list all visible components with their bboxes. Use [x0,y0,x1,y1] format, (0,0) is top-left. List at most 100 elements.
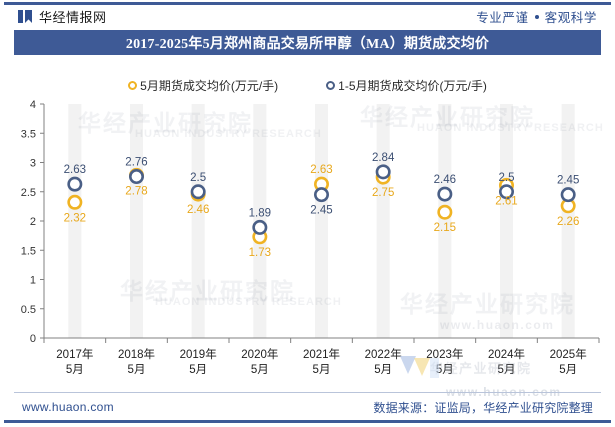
x-category-label: 2018年 [118,347,155,361]
data-point-marker [67,176,83,192]
data-point-label: 2.45 [310,205,332,217]
x-category-label: 5月 [66,364,84,376]
data-point[interactable] [560,187,576,203]
category-band [500,104,513,338]
data-point-label: 2.84 [372,152,395,164]
x-category-label: 2020年 [241,347,278,361]
data-point-label: 2.63 [310,164,332,176]
data-point-label: 2.75 [372,187,394,199]
data-point-marker [129,169,145,185]
legend-label-cumulative: 1-5月期货成交均价(万元/手) [338,78,487,93]
footer-divider [14,392,601,393]
x-category-label: 2023年 [426,347,463,361]
data-point-label: 2.45 [557,175,579,187]
legend-item-cumulative[interactable]: 1-5月期货成交均价(万元/手) [326,77,487,94]
y-tick-label: 1 [30,275,36,287]
x-category-label: 2017年 [56,347,93,361]
data-point-label: 2.61 [495,195,517,207]
data-point-marker [190,184,206,200]
data-point-label: 2.32 [64,212,86,224]
y-tick-label: 2.5 [21,187,36,199]
category-band [315,104,328,338]
bookmark-flag-icon [18,10,32,23]
top-divider-rule [4,2,611,5]
y-tick-label: 0 [30,333,36,345]
bullet-dot-icon [534,14,539,19]
x-category-label: 2022年 [365,347,402,361]
y-tick-label: 3 [30,158,36,170]
x-category-label: 2019年 [180,347,217,361]
y-tick-label: 0.5 [21,304,36,316]
tagline-right-text: 客观科学 [544,11,597,25]
x-category-label: 5月 [498,364,516,376]
y-tick-label: 4 [30,99,36,111]
data-point-label: 2.63 [64,164,86,176]
data-point[interactable] [129,169,145,185]
footer-website[interactable]: www.huaon.com [22,400,114,414]
data-point-marker [498,184,514,200]
data-point-label: 2.76 [125,157,147,169]
data-point-marker [437,186,453,202]
circle-outline-icon [326,80,336,90]
x-category-label: 5月 [374,364,392,376]
brand: 华经情报网 [18,7,107,26]
data-point-label: 2.78 [125,185,147,197]
data-point[interactable] [190,184,206,200]
data-point-label: 2.26 [557,216,579,228]
category-band [561,104,575,338]
data-point[interactable] [313,187,329,203]
data-point-marker [437,204,453,220]
chart-canvas: 0 0.5 1 1.5 2 2.5 3 3.5 4 2017年 5月 2018年 5月 2019年 5月 20… [21,99,600,376]
category-band [438,104,452,338]
page-title: 2017-2025年5月郑州商品交易所甲醇（MA）期货成交均价 [125,36,490,52]
data-point[interactable] [498,184,514,200]
y-tick-label: 2 [30,216,36,228]
data-point-marker [375,164,391,180]
chart-title-bar: 2017-2025年5月郑州商品交易所甲醇（MA）期货成交均价 [14,30,601,55]
page-header: 华经情报网 专业严谨 客观科学 [0,5,615,28]
x-category-label: 2025年 [550,347,587,361]
data-point[interactable] [437,186,453,202]
data-point-label: 2.5 [499,172,515,184]
x-category-label: 5月 [189,364,207,376]
legend-item-monthly[interactable]: 5月期货成交均价(万元/手) [128,77,278,94]
data-point-label: 2.15 [434,222,456,234]
x-category-label: 2024年 [488,347,525,361]
category-band [68,104,82,338]
chart-area: 0 0.5 1 1.5 2 2.5 3 3.5 4 2017年 5月 2018年 5月 2019年 5月 20… [0,96,615,386]
category-band [376,104,390,338]
circle-outline-icon [128,80,138,90]
data-point[interactable] [67,194,83,210]
data-point[interactable] [437,204,453,220]
legend-label-monthly: 5月期货成交均价(万元/手) [140,78,279,93]
page-footer: www.huaon.com 数据来源：证监局，华经产业研究院整理 [0,394,615,420]
category-band [130,104,143,338]
data-point-marker [313,187,329,203]
data-point-marker [252,219,268,235]
data-point[interactable] [252,219,268,235]
data-point-label: 2.46 [434,174,456,186]
data-point[interactable] [67,176,83,192]
footer-data-source: 数据来源：证监局，华经产业研究院整理 [373,400,593,415]
y-tick-label: 1.5 [21,245,36,257]
data-point-marker [560,187,576,203]
x-category-label: 2021年 [303,347,340,361]
chart-legend: 5月期货成交均价(万元/手) 1-5月期货成交均价(万元/手) [0,74,615,96]
tagline-left-text: 专业严谨 [476,11,529,25]
data-point-marker [67,194,83,210]
category-band [191,104,205,338]
y-tick-label: 3.5 [21,128,36,140]
bottom-divider-rule [4,420,611,423]
data-point-label: 2.5 [190,172,206,184]
x-category-label: 5月 [559,364,577,376]
data-point-label: 2.46 [187,204,209,216]
x-category-label: 5月 [313,364,331,376]
x-category-label: 5月 [128,364,146,376]
brand-name: 华经情报网 [39,10,107,25]
data-point[interactable] [375,164,391,180]
x-category-label: 5月 [251,364,269,376]
data-point-label: 1.89 [249,207,271,219]
header-tagline: 专业严谨 客观科学 [476,7,597,26]
x-category-label: 5月 [436,364,454,376]
